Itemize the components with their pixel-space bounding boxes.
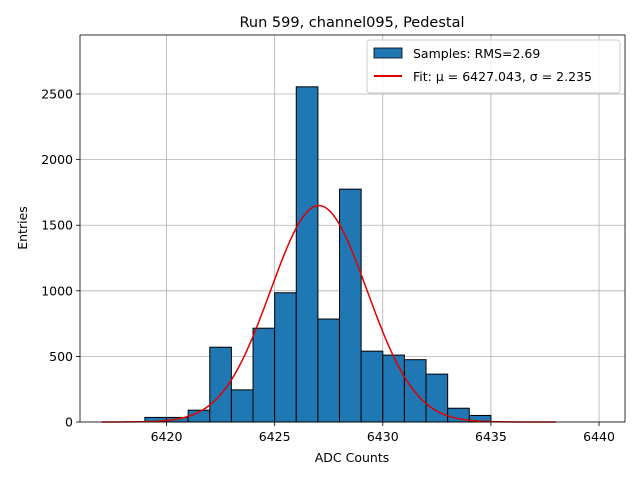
y-tick-label: 2000 (41, 152, 73, 167)
y-tick-label: 500 (49, 349, 73, 364)
histogram-bar (274, 292, 297, 423)
histogram-bar (339, 188, 362, 423)
plot-frame (79, 34, 626, 423)
histogram-bar (382, 354, 405, 423)
y-tick-label: 2500 (41, 87, 73, 102)
y-axis-label: Entries (15, 206, 30, 250)
x-tick-label: 6440 (583, 429, 615, 444)
chart-title: Run 599, channel095, Pedestal (239, 15, 464, 31)
x-axis-ticks: 6420 6425 6430 6435 6440 (151, 422, 615, 444)
legend-histogram-swatch (373, 47, 403, 59)
legend-histogram-label: Samples: RMS=2.69 (413, 46, 540, 61)
histogram-bar (295, 86, 319, 423)
legend-fit-label: Fit: μ = 6427.043, σ = 2.235 (413, 69, 592, 84)
x-tick-label: 6420 (151, 429, 183, 444)
gaussian-fit-curve (101, 204, 556, 423)
histogram-bar (403, 359, 427, 423)
y-axis-ticks: 0 500 1000 1500 2000 2500 (41, 87, 80, 430)
legend-box (366, 39, 621, 94)
x-tick-label: 6425 (259, 429, 291, 444)
y-tick-label: 0 (65, 415, 73, 430)
x-tick-label: 6430 (367, 429, 399, 444)
x-axis-label: ADC Counts (315, 450, 390, 465)
histogram-bar (230, 389, 254, 423)
y-tick-label: 1000 (41, 283, 73, 298)
x-tick-label: 6435 (475, 429, 507, 444)
histogram-bar (252, 327, 276, 423)
histogram-bars (144, 86, 492, 423)
y-tick-label: 1500 (41, 218, 73, 233)
histogram-bar (317, 318, 341, 423)
legend: Samples: RMS=2.69 Fit: μ = 6427.043, σ =… (366, 39, 621, 94)
histogram-bar (360, 350, 384, 423)
